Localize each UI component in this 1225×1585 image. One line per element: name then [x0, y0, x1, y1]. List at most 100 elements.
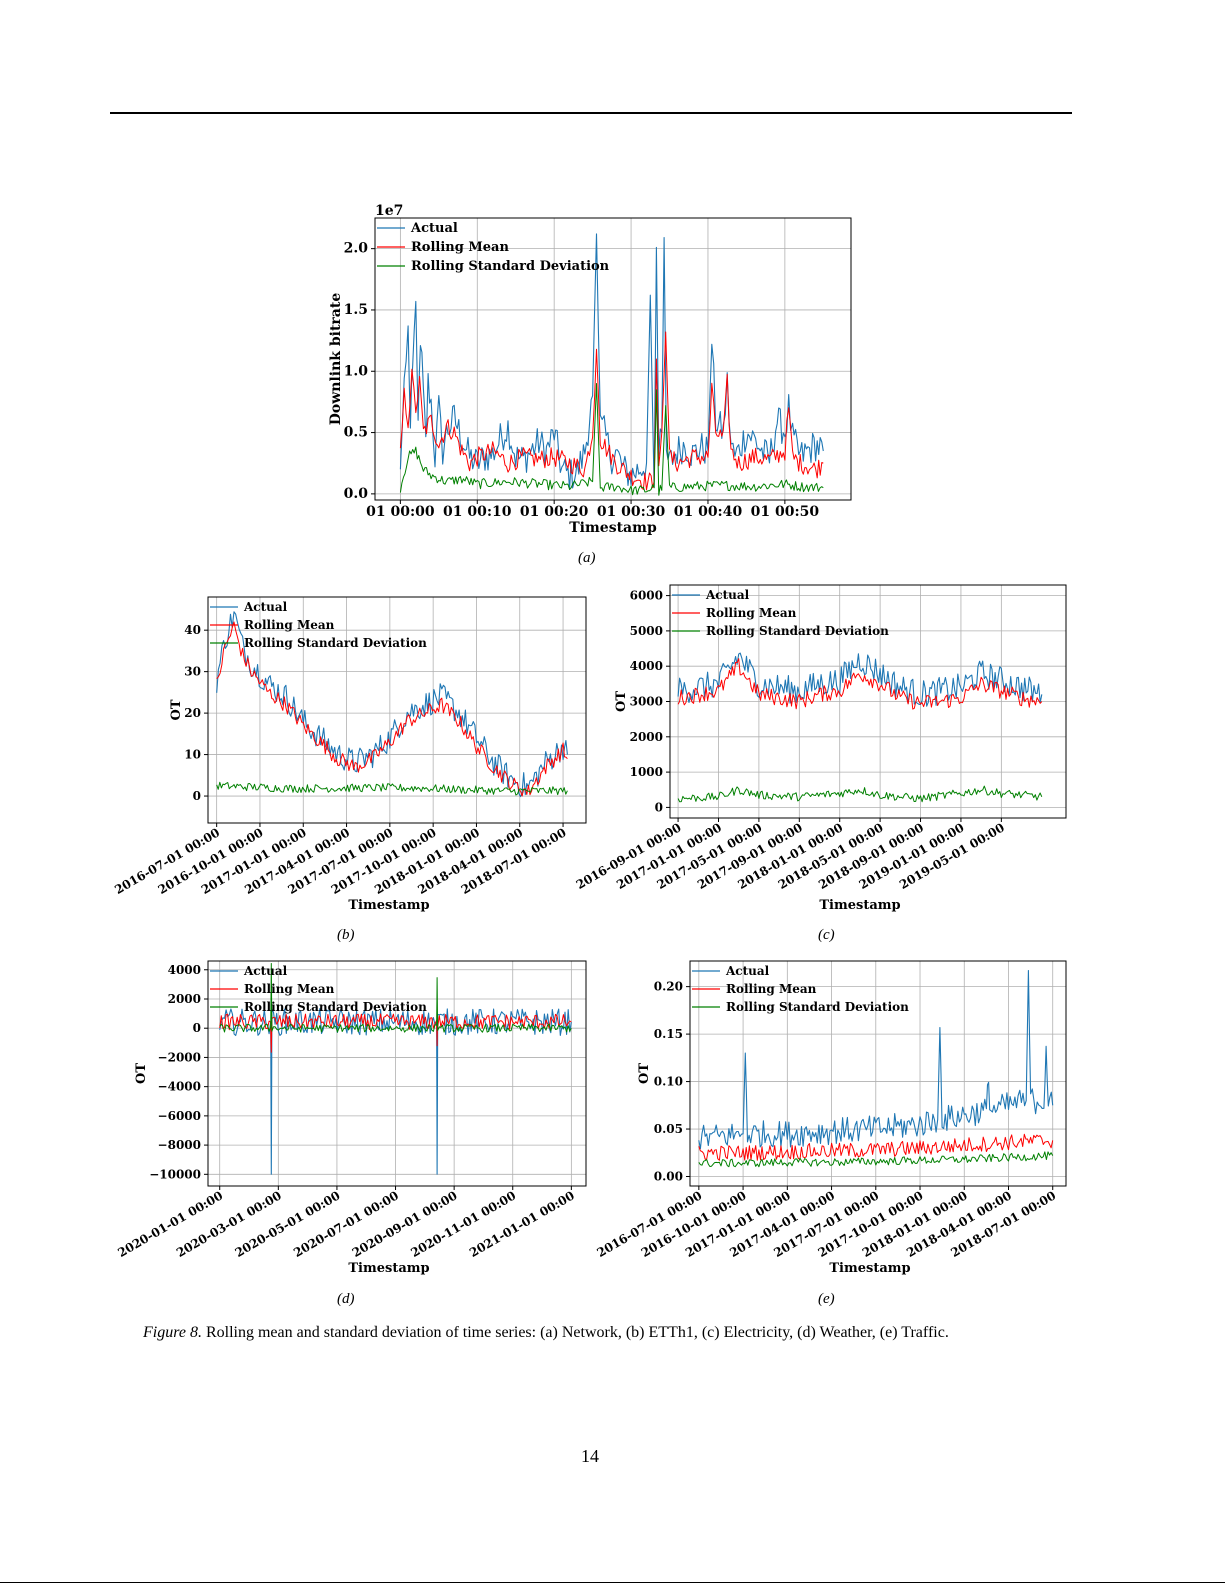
y-tick-label: 0.05	[654, 1122, 683, 1136]
y-offset-text: 1e7	[375, 203, 403, 219]
caption-text: Rolling mean and standard deviation of t…	[201, 1324, 949, 1341]
y-axis-label: OT	[169, 699, 184, 720]
plot-frame	[374, 217, 852, 501]
legend-label-actual: Actual	[243, 964, 288, 978]
legend-label-actual: Actual	[725, 964, 770, 978]
series-mean-line	[677, 658, 1043, 710]
legend-label-mean: Rolling Mean	[244, 982, 335, 996]
y-tick-label: 10	[184, 748, 201, 762]
y-tick-label: 2000	[168, 992, 201, 1006]
series-mean-line	[219, 1013, 572, 1053]
y-tick-label: −4000	[158, 1080, 201, 1094]
y-tick-label: 0.20	[654, 980, 683, 994]
x-tick-label: 2020-03-01 00:00	[174, 1188, 284, 1260]
x-tick-label: 2020-07-01 00:00	[291, 1188, 401, 1260]
y-axis-label: OT	[614, 691, 629, 712]
sublabel-c: (c)	[818, 927, 835, 943]
caption-label: Figure 8.	[143, 1324, 202, 1341]
y-tick-label: 1.0	[344, 363, 369, 379]
y-tick-label: 1000	[630, 765, 663, 779]
x-tick-label: 01 00:20	[520, 504, 589, 520]
plot-frame	[207, 960, 587, 1187]
y-tick-label: 2000	[630, 730, 663, 744]
footer-rule	[0, 1582, 1225, 1583]
x-tick-label: 01 00:00	[366, 504, 435, 520]
series-actual-line	[399, 233, 824, 491]
x-axis-label: Timestamp	[348, 1261, 429, 1276]
header-rule	[110, 112, 1072, 114]
x-tick-label: 2020-11-01 00:00	[408, 1188, 518, 1260]
sublabel-d: (d)	[337, 1291, 355, 1307]
y-tick-label: 0.00	[654, 1170, 683, 1184]
y-tick-label: 40	[184, 623, 201, 637]
y-tick-label: −2000	[158, 1050, 201, 1064]
series-std-line	[698, 1151, 1054, 1168]
chart-a-group: 01 00:00 01 00:10 01 00:20 01 00:30 01 00:40…	[328, 203, 852, 536]
series-actual-line	[677, 652, 1043, 707]
x-axis-label: Timestamp	[829, 1261, 910, 1276]
legend-label-mean: Rolling Mean	[411, 240, 509, 255]
legend-label-actual: Actual	[410, 221, 458, 236]
x-tick-label: 01 00:30	[597, 504, 666, 520]
series-std-line	[216, 781, 568, 796]
legend-label-std: Rolling Standard Deviation	[726, 1000, 909, 1014]
y-tick-label: 5000	[630, 624, 663, 638]
legend-label-std: Rolling Standard Deviation	[706, 624, 889, 638]
x-tick-label: 2021-01-01 00:00	[467, 1188, 577, 1260]
series-actual-line	[216, 611, 568, 798]
y-tick-label: 4000	[168, 963, 201, 977]
sublabel-e: (e)	[818, 1291, 835, 1307]
x-tick-label: 01 00:10	[443, 504, 512, 520]
x-axis-label: Timestamp	[569, 520, 657, 536]
x-tick-label: 01 00:50	[751, 504, 820, 520]
y-tick-label: 0.0	[344, 486, 369, 502]
y-tick-label: 0.15	[654, 1027, 683, 1041]
y-tick-label: 20	[184, 706, 201, 720]
series-std-line	[219, 963, 572, 1033]
series-actual-line	[698, 969, 1054, 1150]
y-tick-label: 1.5	[344, 302, 368, 318]
series-mean-line	[399, 331, 824, 491]
y-tick-label: 0.5	[344, 425, 368, 441]
y-tick-label: −10000	[149, 1167, 201, 1181]
y-tick-label: −6000	[158, 1109, 201, 1123]
y-tick-label: 0.10	[654, 1075, 683, 1089]
x-axis-label: Timestamp	[819, 898, 900, 913]
y-tick-label: 0	[193, 789, 201, 803]
figure-caption: Figure 8. Rolling mean and standard devi…	[143, 1324, 1103, 1342]
plot-frame	[689, 960, 1067, 1187]
y-tick-label: 0	[655, 800, 663, 814]
x-tick-label: 01 00:40	[674, 504, 743, 520]
legend-label-std: Rolling Standard Deviation	[411, 259, 610, 274]
x-tick-label: 2020-09-01 00:00	[350, 1188, 460, 1260]
series-std-line	[677, 785, 1043, 803]
sublabel-a: (a)	[578, 550, 596, 566]
y-tick-label: 0	[193, 1021, 201, 1035]
y-tick-label: 3000	[630, 695, 663, 709]
y-tick-label: 6000	[630, 589, 663, 603]
x-tick-label: 2020-01-01 00:00	[115, 1188, 225, 1260]
y-axis-label: OT	[134, 1063, 149, 1084]
y-tick-label: 4000	[630, 659, 663, 673]
series-std-line	[399, 383, 824, 496]
legend-label-std: Rolling Standard Deviation	[244, 1000, 427, 1014]
legend-label-actual: Actual	[243, 600, 288, 614]
legend-label-mean: Rolling Mean	[244, 618, 335, 632]
y-axis-label: Downlink bitrate	[328, 293, 344, 426]
y-axis-label: OT	[637, 1063, 652, 1084]
x-tick-label: 2020-05-01 00:00	[233, 1188, 343, 1260]
legend-label-mean: Rolling Mean	[706, 606, 797, 620]
legend-label-mean: Rolling Mean	[726, 982, 817, 996]
legend-label-std: Rolling Standard Deviation	[244, 636, 427, 650]
y-tick-label: 2.0	[344, 241, 369, 257]
x-axis-label: Timestamp	[348, 898, 429, 913]
series-mean-line	[698, 1133, 1054, 1161]
page-number: 14	[581, 1446, 599, 1466]
plot-frame	[207, 596, 587, 824]
y-tick-label: −8000	[158, 1138, 201, 1152]
